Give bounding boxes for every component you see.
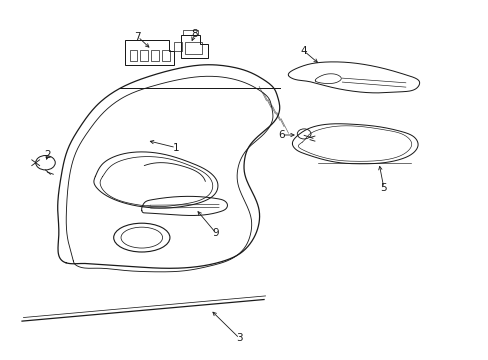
Bar	[162, 50, 169, 61]
Text: 2: 2	[44, 150, 51, 160]
Bar	[184, 42, 202, 54]
Text: 8: 8	[191, 29, 198, 39]
Bar	[129, 50, 137, 61]
Bar	[151, 50, 159, 61]
Text: 7: 7	[134, 32, 141, 42]
Text: 3: 3	[236, 333, 243, 343]
Text: 6: 6	[278, 130, 285, 140]
Text: 4: 4	[300, 46, 307, 56]
Bar	[140, 50, 148, 61]
Bar	[173, 42, 182, 51]
Text: 9: 9	[212, 228, 219, 238]
Text: 5: 5	[380, 183, 386, 193]
Text: 1: 1	[172, 143, 179, 153]
Bar	[183, 30, 198, 35]
